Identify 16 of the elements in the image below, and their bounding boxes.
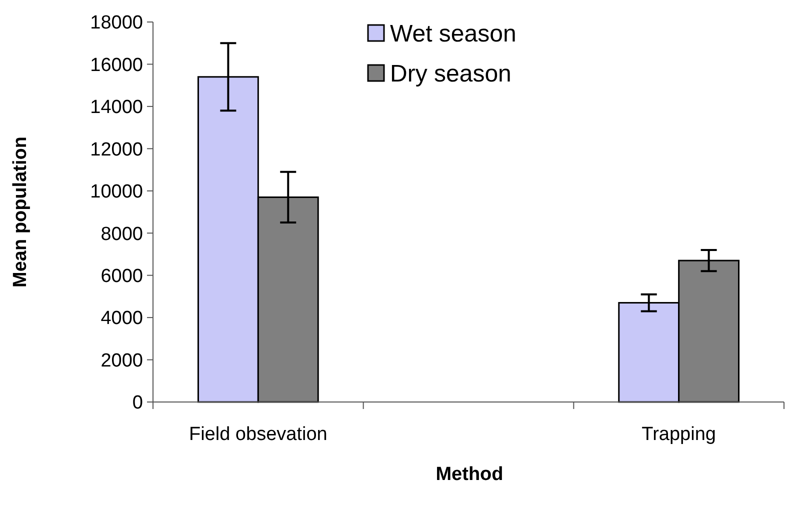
- y-tick-label: 12000: [90, 139, 143, 160]
- legend-label: Wet season: [390, 20, 516, 48]
- y-tick-label: 0: [132, 392, 143, 414]
- x-axis-title: Method: [436, 464, 504, 485]
- x-tick-label: Field obsevation: [188, 424, 328, 445]
- y-tick-label: 14000: [90, 97, 143, 118]
- y-tick-label: 16000: [90, 54, 143, 76]
- x-tick-label: Trapping: [642, 424, 716, 445]
- y-tick-label: 6000: [100, 266, 143, 287]
- y-tick-label: 4000: [100, 308, 143, 330]
- legend-label: Dry season: [390, 60, 512, 88]
- y-axis-title: Mean population: [10, 136, 31, 288]
- y-tick-label: 2000: [100, 350, 143, 372]
- y-tick-label: 10000: [90, 182, 143, 203]
- y-tick-label: 8000: [100, 224, 143, 245]
- y-tick-label: 18000: [90, 12, 143, 34]
